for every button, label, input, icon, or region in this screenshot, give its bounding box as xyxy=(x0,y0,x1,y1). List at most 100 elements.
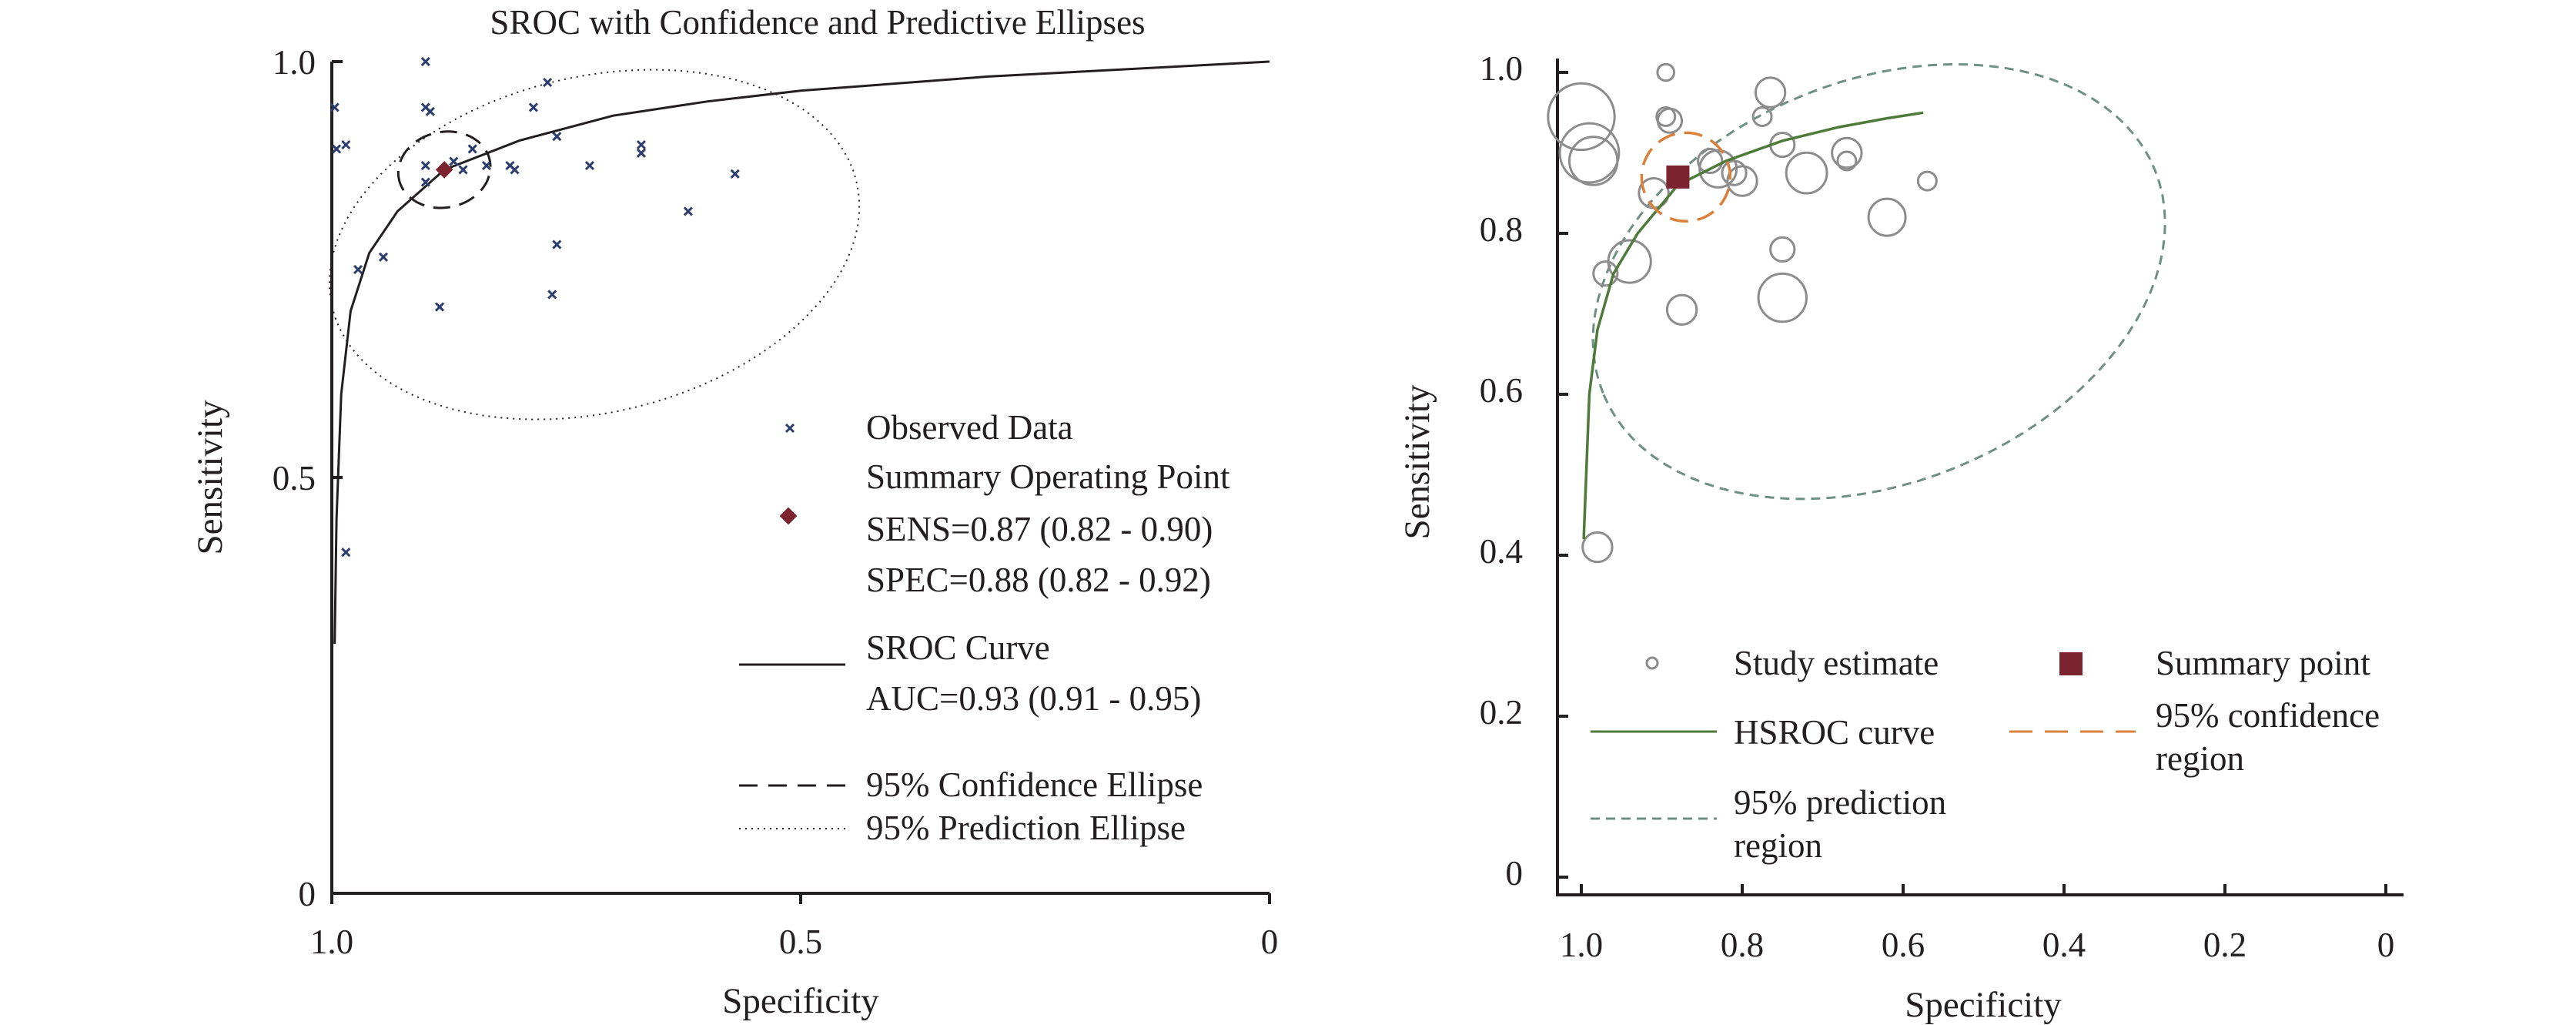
study-estimate xyxy=(1607,239,1652,284)
observed-point xyxy=(420,160,430,171)
legend-summary-label: Summary point xyxy=(2156,644,2370,682)
summary-point xyxy=(1666,165,1690,189)
left-panel: SROC with Confidence and Predictive Elli… xyxy=(190,3,1278,1021)
observed-point xyxy=(584,160,595,171)
right-x-tick-label: 0 xyxy=(2377,926,2395,964)
right-x-tick-label: 0.4 xyxy=(2042,926,2086,964)
prediction-region xyxy=(1591,62,2166,501)
left-y-tick-label: 1.0 xyxy=(273,43,316,82)
study-estimate xyxy=(1785,151,1828,195)
study-estimate xyxy=(1757,272,1808,323)
left-y-tick-label: 0 xyxy=(299,875,316,913)
observed-point xyxy=(420,56,430,67)
prediction-ellipse xyxy=(328,69,861,420)
observed-point xyxy=(420,177,430,187)
observed-point xyxy=(528,102,538,112)
left-x-tick-label: 1.0 xyxy=(310,923,353,961)
legend-prediction-label: 95% Prediction Ellipse xyxy=(866,809,1186,847)
study-estimate xyxy=(1655,106,1677,127)
left-x-tick-label: 0 xyxy=(1261,923,1279,961)
right-y-tick-label: 1.0 xyxy=(1480,49,1523,88)
right-y-axis-label: Sensitivity xyxy=(1397,384,1437,540)
legend-study-marker xyxy=(1645,656,1659,670)
legend-hsroc-label: HSROC curve xyxy=(1734,713,1935,752)
legend-auc-label: AUC=0.93 (0.91 - 0.95) xyxy=(866,679,1201,718)
left-legend: Observed Data Summary Operating Point SE… xyxy=(739,408,1230,847)
right-legend: Study estimate Summary point HSROC curve… xyxy=(1591,644,2380,865)
left-tick-marks xyxy=(330,60,1271,904)
legend-sens-label: SENS=0.87 (0.82 - 0.90) xyxy=(866,510,1213,548)
left-y-axis-label: Sensitivity xyxy=(190,400,230,555)
legend-prediction-label-line1: 95% prediction xyxy=(1734,783,1946,822)
study-estimate xyxy=(1697,147,1724,175)
left-plot-area xyxy=(328,56,1270,645)
study-estimate xyxy=(1831,136,1863,169)
confidence-ellipse xyxy=(396,130,492,209)
confidence-region xyxy=(1640,131,1732,223)
observed-point xyxy=(730,169,740,179)
study-estimate xyxy=(1836,150,1858,172)
study-estimate xyxy=(1547,82,1616,152)
study-estimate xyxy=(1656,62,1676,82)
legend-prediction-label-line2: region xyxy=(1734,826,1822,865)
right-plot-area xyxy=(1547,62,2166,564)
observed-point xyxy=(425,106,435,116)
legend-sroc-label: SROC Curve xyxy=(866,628,1050,667)
left-chart-title: SROC with Confidence and Predictive Elli… xyxy=(490,3,1145,42)
observed-point xyxy=(353,264,363,275)
right-y-tick-label: 0 xyxy=(1506,854,1524,893)
right-panel: 1.0 0.8 0.6 0.4 0.2 0 1.0 0.8 0.6 0.4 0.… xyxy=(1397,49,2404,1025)
legend-spec-label: SPEC=0.88 (0.82 - 0.92) xyxy=(866,561,1211,599)
study-estimate xyxy=(1581,531,1614,564)
legend-observed-label: Observed Data xyxy=(866,408,1073,447)
left-x-axis-label: Specificity xyxy=(722,981,879,1021)
right-x-tick-label: 0.6 xyxy=(1882,926,1925,964)
legend-confidence-label-line2: region xyxy=(2156,739,2244,778)
study-estimate xyxy=(1916,170,1938,192)
study-estimate xyxy=(1721,159,1748,186)
left-x-tick-label: 0.5 xyxy=(779,923,822,961)
study-estimate xyxy=(1867,197,1907,237)
observed-point xyxy=(341,548,351,558)
study-estimate xyxy=(1754,76,1787,109)
observed-point xyxy=(435,302,445,312)
observed-point xyxy=(449,156,459,166)
legend-summary-label: Summary Operating Point xyxy=(866,457,1230,496)
study-estimate xyxy=(1665,293,1698,326)
right-x-axis-label: Specificity xyxy=(1905,985,2062,1025)
sroc-curve xyxy=(333,60,1270,645)
legend-summary-marker xyxy=(2059,652,2083,675)
study-estimate xyxy=(1769,236,1796,263)
observed-point xyxy=(332,144,342,154)
legend-confidence-label-line1: 95% confidence xyxy=(2156,696,2380,735)
study-estimate xyxy=(1558,122,1621,184)
observed-point xyxy=(552,132,562,142)
observed-point xyxy=(458,165,468,175)
right-x-tick-label: 0.8 xyxy=(1721,926,1764,964)
observed-point xyxy=(636,139,647,150)
study-estimate xyxy=(1726,165,1758,197)
observed-point xyxy=(543,77,553,88)
observed-point xyxy=(467,144,477,154)
right-y-tick-label: 0.2 xyxy=(1480,693,1523,732)
right-y-tick-label: 0.4 xyxy=(1480,532,1523,571)
study-estimate xyxy=(1592,260,1619,287)
legend-observed-marker xyxy=(785,423,795,434)
observed-point xyxy=(552,240,562,250)
hsroc-curve xyxy=(1582,111,1924,540)
right-y-tick-label: 0.8 xyxy=(1480,210,1523,249)
observed-point xyxy=(547,290,557,300)
legend-summary-marker xyxy=(779,507,798,525)
observed-point xyxy=(378,252,389,262)
observed-point xyxy=(683,206,693,216)
right-tick-marks xyxy=(1557,71,2387,895)
observed-point xyxy=(636,148,647,158)
study-estimate xyxy=(1751,106,1773,127)
legend-study-label: Study estimate xyxy=(1734,644,1939,682)
study-estimate xyxy=(1567,136,1619,186)
right-y-tick-label: 0.6 xyxy=(1480,371,1523,410)
observed-point xyxy=(510,165,520,175)
observed-point xyxy=(481,160,492,171)
